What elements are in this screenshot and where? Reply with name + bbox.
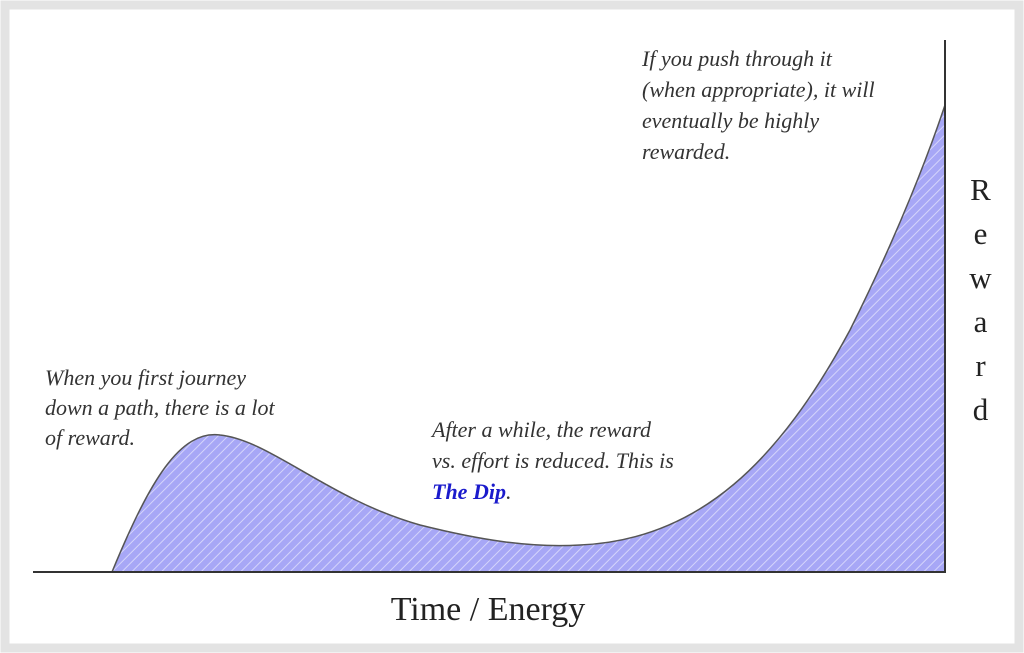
annotation-line: The Dip. — [432, 479, 511, 504]
highlight: The Dip — [432, 479, 506, 504]
annotation-line: (when appropriate), it will — [642, 77, 875, 102]
annotation-line: vs. effort is reduced. This is — [432, 448, 674, 473]
y-axis-label: Reward — [963, 172, 998, 436]
annotation-line: of reward. — [45, 425, 135, 450]
reward-area — [112, 105, 945, 572]
annotation-line: down a path, there is a lot — [45, 395, 275, 420]
annotation-line: eventually be highly — [642, 108, 819, 133]
annotation-end: . — [506, 479, 512, 504]
annotation-line: When you first journey — [45, 365, 246, 390]
annotation-line: After a while, the reward — [430, 417, 652, 442]
annotation-line: rewarded. — [642, 139, 730, 164]
reward-curve — [111, 104, 946, 573]
annotation-line: If you push through it — [641, 46, 833, 71]
x-axis-label: Time / Energy — [391, 591, 586, 628]
